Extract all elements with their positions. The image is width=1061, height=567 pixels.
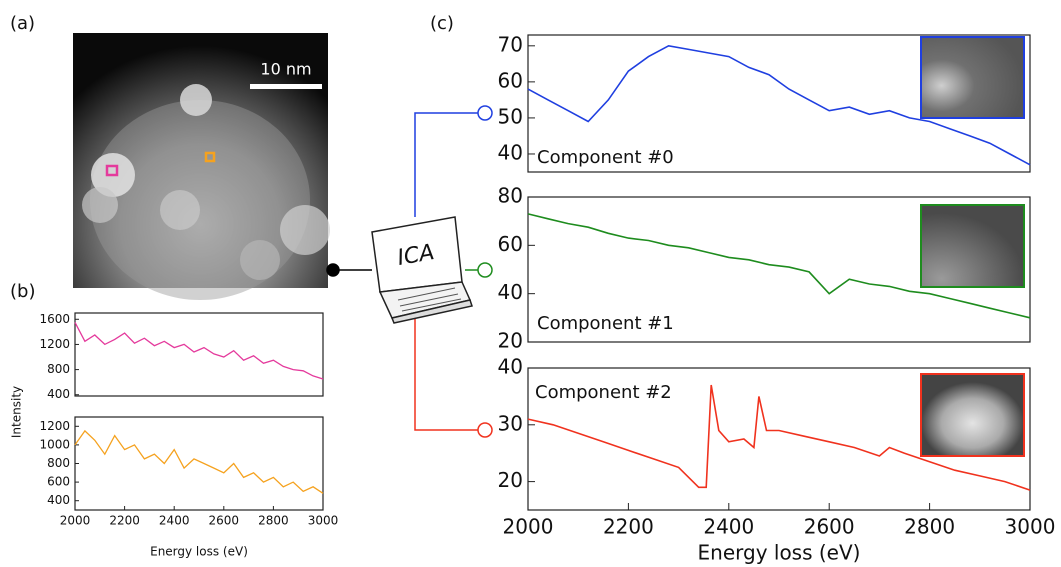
y-tick-label: 30 <box>498 411 523 435</box>
stem-image: 10 nm <box>73 33 330 300</box>
panel-label: (b) <box>10 281 35 302</box>
x-tick-label: 2600 <box>209 513 240 527</box>
y-tick-label: 800 <box>47 456 70 470</box>
ica-diagram: ICA <box>326 105 493 438</box>
x-tick-label: 2200 <box>603 515 654 539</box>
plot-frame <box>74 416 324 511</box>
x-tick-label: 3000 <box>308 513 339 527</box>
plot-frame <box>74 312 324 397</box>
y-tick-label: 600 <box>47 475 70 489</box>
panel-label: (a) <box>10 13 35 34</box>
y-tick-label: 70 <box>498 32 523 56</box>
y-tick-label: 400 <box>47 493 70 507</box>
data-line <box>527 44 1031 166</box>
x-tick-label: 2200 <box>109 513 140 527</box>
x-tick-label: 3000 <box>1005 515 1056 539</box>
data-line <box>527 213 1031 319</box>
y-tick-label: 80 <box>498 184 523 208</box>
x-tick-label: 2800 <box>258 513 289 527</box>
y-tick-label: 1600 <box>39 312 70 326</box>
panel-label: (c) <box>430 13 454 34</box>
y-tick-label: 20 <box>498 329 523 353</box>
x-tick-label: 2400 <box>159 513 190 527</box>
x-axis-label: Energy loss (eV) <box>150 545 248 559</box>
x-tick-label: 2400 <box>703 515 754 539</box>
data-line <box>74 429 324 494</box>
plot-frame <box>527 196 1031 343</box>
component-maps <box>920 36 1025 457</box>
component-label: Component #0 <box>537 147 674 168</box>
y-tick-label: 400 <box>47 387 70 401</box>
data-line <box>527 384 1031 491</box>
y-tick-label: 50 <box>498 104 523 128</box>
y-tick-label: 1200 <box>39 337 70 351</box>
y-axis-label: Intensity <box>10 386 24 438</box>
y-tick-label: 20 <box>498 468 523 492</box>
plot-frame <box>527 367 1031 511</box>
y-tick-label: 800 <box>47 362 70 376</box>
component-label: Component #1 <box>537 313 674 334</box>
y-tick-label: 40 <box>498 280 523 304</box>
scale-bar-label: 10 nm <box>260 60 311 79</box>
component-label: Component #2 <box>535 382 672 403</box>
y-tick-label: 60 <box>498 68 523 92</box>
y-tick-label: 60 <box>498 232 523 256</box>
x-tick-label: 2600 <box>804 515 855 539</box>
x-axis-label: Energy loss (eV) <box>698 541 861 565</box>
x-tick-label: 2800 <box>904 515 955 539</box>
y-tick-label: 40 <box>498 355 523 379</box>
x-tick-label: 2000 <box>60 513 91 527</box>
plot-frame <box>527 34 1031 173</box>
y-tick-label: 1000 <box>39 437 70 451</box>
y-tick-label: 40 <box>498 140 523 164</box>
data-line <box>74 322 324 380</box>
x-tick-label: 2000 <box>503 515 554 539</box>
y-tick-label: 1200 <box>39 419 70 433</box>
